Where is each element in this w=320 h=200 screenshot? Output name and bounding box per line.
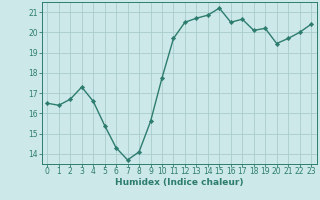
X-axis label: Humidex (Indice chaleur): Humidex (Indice chaleur) <box>115 178 244 187</box>
